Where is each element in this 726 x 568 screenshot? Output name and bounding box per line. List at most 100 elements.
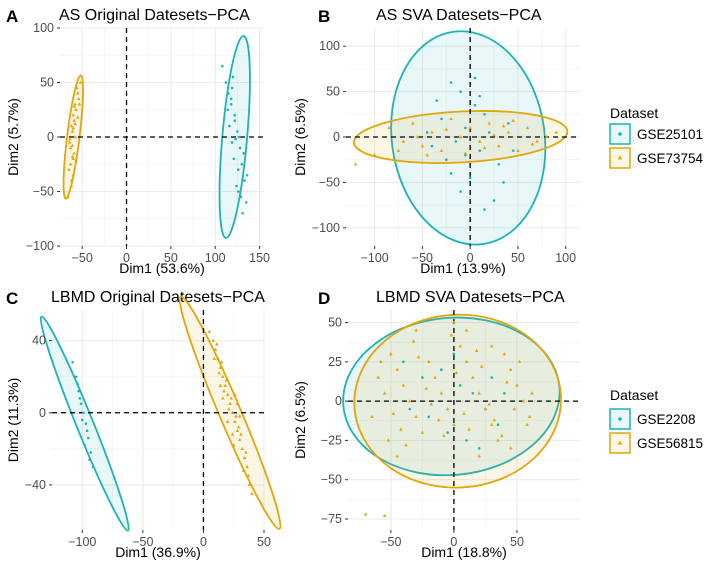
data-point bbox=[505, 380, 509, 384]
y-tick-label: 40 bbox=[32, 334, 46, 348]
data-point bbox=[240, 162, 244, 166]
panel-title-a: AS Original Datesets−PCA bbox=[59, 7, 250, 24]
data-point bbox=[235, 184, 238, 188]
legend-bottom: Dataset GSE2208 GSE56815 bbox=[609, 387, 703, 454]
data-point bbox=[239, 432, 243, 436]
data-point bbox=[230, 410, 235, 414]
data-point bbox=[530, 142, 535, 146]
data-point bbox=[378, 359, 383, 364]
data-point bbox=[395, 454, 399, 458]
data-point bbox=[399, 427, 403, 431]
data-point bbox=[425, 153, 429, 157]
data-point bbox=[69, 124, 74, 128]
data-point bbox=[492, 133, 496, 137]
x-tick-label: 0 bbox=[450, 535, 457, 549]
data-point bbox=[229, 97, 233, 101]
y-tick-label: 25 bbox=[328, 355, 342, 369]
data-point bbox=[439, 391, 444, 395]
y-tick-label: 100 bbox=[33, 21, 54, 35]
data-point bbox=[483, 208, 486, 211]
data-point bbox=[401, 383, 406, 387]
data-point bbox=[452, 422, 456, 426]
data-point bbox=[487, 131, 491, 134]
data-point bbox=[416, 355, 421, 359]
data-point bbox=[237, 414, 242, 418]
x-axis-label: Dim1 (36.9%) bbox=[115, 544, 201, 560]
panel-label-b: B bbox=[318, 7, 330, 26]
data-point bbox=[464, 126, 467, 130]
data-point bbox=[91, 465, 95, 469]
data-point bbox=[227, 92, 230, 95]
data-point bbox=[236, 190, 240, 193]
legend-top-entry-b: GSE73754 bbox=[637, 151, 704, 166]
data-point bbox=[433, 375, 437, 379]
data-point bbox=[70, 143, 75, 147]
data-point bbox=[465, 439, 468, 442]
data-point bbox=[71, 360, 74, 364]
data-point bbox=[213, 347, 218, 351]
panel-c-plot: −100 −50 0 50 −40 0 40 Dim1 (36.9%) Dim2 (11.3%) bbox=[5, 295, 282, 560]
data-point bbox=[497, 144, 501, 148]
data-point bbox=[395, 367, 399, 371]
data-point bbox=[449, 116, 453, 121]
confidence-ellipse-gse56815 bbox=[178, 295, 282, 530]
data-point bbox=[235, 401, 240, 405]
panel-c-background bbox=[52, 310, 264, 530]
legend-top-key-a-marker bbox=[618, 132, 622, 136]
data-point bbox=[496, 438, 500, 442]
data-point bbox=[477, 446, 481, 450]
data-point bbox=[66, 194, 70, 199]
data-point bbox=[408, 407, 412, 411]
data-point bbox=[67, 167, 71, 171]
data-point bbox=[218, 365, 223, 369]
data-point bbox=[420, 430, 425, 434]
data-point bbox=[67, 137, 72, 141]
data-point bbox=[507, 122, 510, 125]
data-point bbox=[454, 140, 458, 143]
data-point bbox=[442, 433, 446, 437]
data-point bbox=[231, 75, 235, 79]
data-point bbox=[391, 411, 396, 415]
data-point bbox=[234, 414, 238, 418]
data-point bbox=[224, 378, 229, 382]
data-point bbox=[218, 383, 223, 387]
data-point bbox=[492, 199, 496, 202]
data-point bbox=[471, 391, 475, 395]
data-point bbox=[468, 125, 472, 130]
data-point bbox=[478, 149, 482, 152]
data-point bbox=[221, 396, 225, 400]
y-tick-label: −100 bbox=[312, 221, 340, 235]
data-point bbox=[489, 344, 494, 348]
y-axis-label: Dim2 (6.5%) bbox=[292, 98, 308, 176]
data-point bbox=[387, 125, 391, 130]
data-point bbox=[68, 145, 73, 150]
data-point bbox=[452, 320, 456, 324]
data-point bbox=[402, 360, 405, 364]
data-point bbox=[75, 91, 80, 95]
x-tick-label: −100 bbox=[361, 251, 389, 265]
y-tick-label: 50 bbox=[328, 316, 342, 330]
y-tick-label: 0 bbox=[335, 394, 342, 408]
data-point bbox=[73, 121, 77, 126]
data-point bbox=[458, 135, 463, 139]
data-point bbox=[78, 397, 82, 400]
data-point bbox=[226, 108, 229, 112]
panel-d-background bbox=[348, 310, 580, 530]
y-axis-label: Dim2 (6.5%) bbox=[292, 381, 308, 459]
x-tick-label: 50 bbox=[510, 535, 524, 549]
y-tick-label: −50 bbox=[33, 185, 54, 199]
data-point bbox=[68, 162, 73, 166]
data-point bbox=[414, 414, 418, 419]
data-point bbox=[521, 399, 526, 403]
data-point bbox=[79, 402, 83, 406]
data-point bbox=[71, 126, 76, 130]
data-point bbox=[221, 374, 225, 378]
data-point bbox=[363, 512, 368, 516]
data-point bbox=[74, 375, 78, 379]
data-point bbox=[71, 113, 76, 117]
data-point bbox=[232, 157, 236, 161]
data-point bbox=[225, 392, 230, 396]
data-point bbox=[446, 431, 449, 434]
